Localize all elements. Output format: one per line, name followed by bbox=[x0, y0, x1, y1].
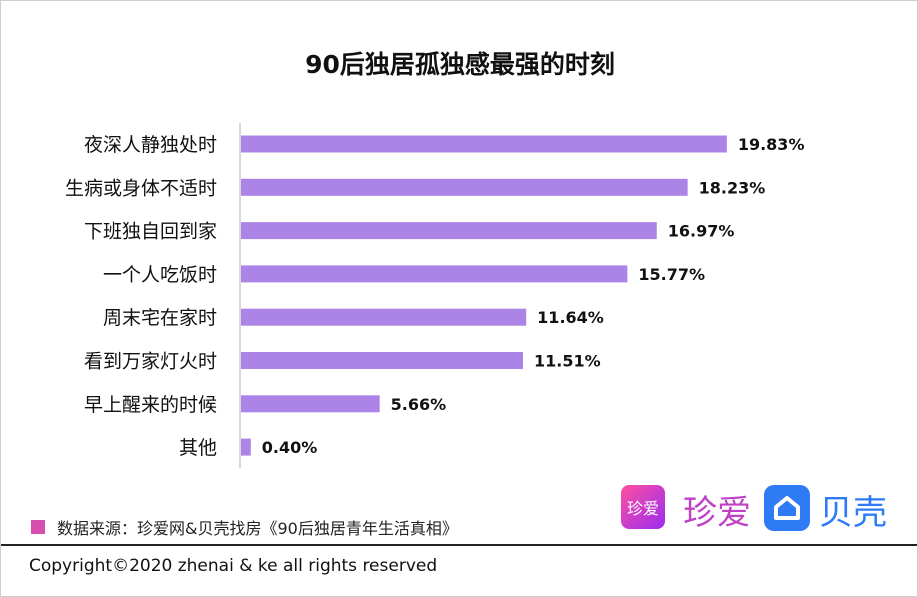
bar bbox=[241, 352, 523, 369]
data-label: 16.97% bbox=[668, 222, 735, 241]
data-label: 11.64% bbox=[537, 308, 604, 327]
category-label: 生病或身体不适时 bbox=[65, 177, 217, 199]
ke-logo-icon bbox=[764, 485, 810, 531]
source-note: 数据来源：珍爱网&贝壳找房《90后独居青年生活真相》 bbox=[31, 515, 458, 539]
data-label: 0.40% bbox=[262, 438, 318, 457]
data-label: 5.66% bbox=[391, 395, 447, 414]
footer-divider bbox=[1, 544, 917, 546]
category-label: 周末宅在家时 bbox=[103, 307, 217, 329]
chart-title: 90后独居孤独感最强的时刻 bbox=[305, 50, 615, 79]
category-label: 看到万家灯火时 bbox=[84, 351, 217, 373]
source-swatch bbox=[31, 520, 45, 534]
bar bbox=[241, 135, 727, 153]
zhenai-logo-text: 珍爱 bbox=[683, 493, 751, 533]
bar bbox=[241, 265, 628, 283]
bar-chart: 夜深人静独处时 19.83% 生病或身体不适时 18.23% 下班独自回到家 16.97%… bbox=[65, 123, 805, 468]
bar bbox=[241, 308, 527, 326]
ke-logo-text: 贝壳 bbox=[819, 493, 887, 533]
category-label: 早上醒来的时候 bbox=[84, 394, 217, 416]
bar bbox=[241, 222, 657, 240]
data-label: 15.77% bbox=[638, 265, 705, 284]
category-label: 其他 bbox=[179, 437, 217, 459]
bar bbox=[241, 395, 380, 413]
category-label: 一个人吃饭时 bbox=[103, 264, 217, 286]
copyright: Copyright©2020 zhenai & ke all rights re… bbox=[29, 556, 438, 576]
bar bbox=[241, 178, 688, 196]
data-label: 11.51% bbox=[534, 352, 601, 371]
bar bbox=[241, 438, 251, 456]
data-label: 18.23% bbox=[699, 178, 766, 197]
data-label: 19.83% bbox=[738, 135, 805, 154]
category-label: 夜深人静独处时 bbox=[84, 134, 217, 156]
zhenai-logo-icon: 珍爱 bbox=[621, 485, 665, 529]
category-label: 下班独自回到家 bbox=[84, 221, 217, 243]
source-text: 数据来源：珍爱网&贝壳找房《90后独居青年生活真相》 bbox=[57, 519, 458, 538]
